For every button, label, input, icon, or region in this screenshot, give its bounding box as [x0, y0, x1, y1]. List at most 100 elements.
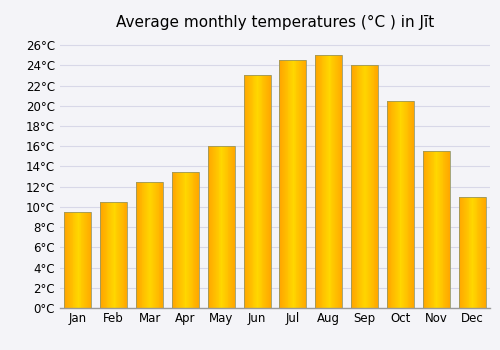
Bar — [112, 202, 113, 308]
Bar — [429, 151, 430, 308]
Bar — [153, 182, 154, 308]
Bar — [290, 60, 291, 308]
Bar — [325, 55, 326, 308]
Bar — [413, 101, 414, 308]
Bar — [302, 60, 303, 308]
Bar — [248, 76, 249, 308]
Bar — [464, 197, 465, 308]
Bar — [426, 151, 428, 308]
Bar — [75, 212, 76, 308]
Bar — [126, 202, 127, 308]
Bar — [423, 151, 450, 308]
Bar — [288, 60, 290, 308]
Bar — [299, 60, 300, 308]
Bar — [317, 55, 318, 308]
Bar — [330, 55, 332, 308]
Bar — [76, 212, 77, 308]
Bar — [329, 55, 330, 308]
Bar — [88, 212, 90, 308]
Bar — [190, 172, 191, 308]
Bar — [231, 146, 232, 308]
Bar — [254, 76, 256, 308]
Bar — [338, 55, 340, 308]
Bar — [366, 65, 368, 308]
Bar — [249, 76, 250, 308]
Bar — [106, 202, 108, 308]
Bar — [265, 76, 266, 308]
Bar — [119, 202, 120, 308]
Bar — [404, 101, 405, 308]
Bar — [220, 146, 221, 308]
Bar — [462, 197, 463, 308]
Bar — [67, 212, 68, 308]
Bar — [291, 60, 292, 308]
Bar — [284, 60, 285, 308]
Bar — [369, 65, 370, 308]
Bar — [104, 202, 105, 308]
Bar — [82, 212, 84, 308]
Bar — [280, 60, 306, 308]
Bar — [113, 202, 114, 308]
Bar — [400, 101, 402, 308]
Bar — [484, 197, 486, 308]
Bar — [458, 197, 460, 308]
Bar — [103, 202, 104, 308]
Bar — [440, 151, 442, 308]
Bar — [444, 151, 445, 308]
Bar — [90, 212, 92, 308]
Bar — [140, 182, 141, 308]
Bar — [161, 182, 162, 308]
Bar — [324, 55, 325, 308]
Bar — [390, 101, 392, 308]
Bar — [210, 146, 212, 308]
Bar — [111, 202, 112, 308]
Bar — [395, 101, 396, 308]
Bar — [256, 76, 257, 308]
Bar — [460, 197, 462, 308]
Bar — [101, 202, 102, 308]
Bar — [194, 172, 196, 308]
Bar — [412, 101, 413, 308]
Bar — [283, 60, 284, 308]
Bar — [80, 212, 82, 308]
Bar — [102, 202, 103, 308]
Bar — [146, 182, 147, 308]
Bar — [174, 172, 176, 308]
Bar — [337, 55, 338, 308]
Bar — [446, 151, 447, 308]
Bar — [296, 60, 298, 308]
Bar — [442, 151, 444, 308]
Bar — [66, 212, 67, 308]
Bar — [430, 151, 431, 308]
Bar — [319, 55, 320, 308]
Bar — [69, 212, 70, 308]
Bar — [250, 76, 251, 308]
Bar — [432, 151, 434, 308]
Bar — [148, 182, 150, 308]
Bar — [217, 146, 218, 308]
Bar — [191, 172, 192, 308]
Bar — [225, 146, 226, 308]
Bar — [359, 65, 360, 308]
Bar — [122, 202, 124, 308]
Bar — [351, 65, 378, 308]
Bar — [182, 172, 184, 308]
Bar — [408, 101, 410, 308]
Bar — [394, 101, 395, 308]
Bar — [77, 212, 78, 308]
Bar — [285, 60, 286, 308]
Bar — [152, 182, 153, 308]
Bar — [181, 172, 182, 308]
Bar — [424, 151, 426, 308]
Bar — [304, 60, 306, 308]
Bar — [84, 212, 85, 308]
Bar — [70, 212, 71, 308]
Bar — [448, 151, 449, 308]
Bar — [74, 212, 75, 308]
Bar — [316, 55, 317, 308]
Bar — [154, 182, 155, 308]
Bar — [293, 60, 294, 308]
Bar — [468, 197, 469, 308]
Bar — [403, 101, 404, 308]
Bar — [221, 146, 222, 308]
